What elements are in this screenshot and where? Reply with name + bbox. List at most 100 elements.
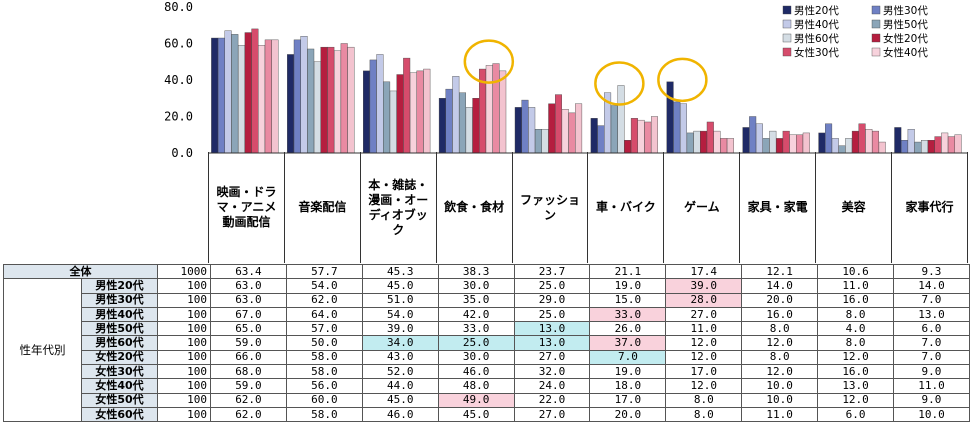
legend-swatch bbox=[871, 5, 881, 15]
table-cell: 30.0 bbox=[437, 278, 515, 294]
y-tick-label: 0.0 bbox=[171, 146, 193, 160]
bar bbox=[409, 72, 417, 154]
table-cell: 12.0 bbox=[665, 378, 743, 394]
bar bbox=[802, 132, 810, 154]
bar bbox=[858, 123, 866, 154]
sample-size: 100 bbox=[157, 378, 211, 394]
bar bbox=[637, 119, 645, 154]
bar bbox=[383, 81, 391, 154]
table-cell: 67.0 bbox=[210, 306, 287, 323]
table-cell: 63.0 bbox=[210, 278, 287, 294]
bar bbox=[403, 57, 411, 154]
bar bbox=[485, 65, 493, 154]
bar bbox=[947, 136, 955, 154]
bar bbox=[680, 103, 688, 154]
table-cell: 10.0 bbox=[741, 392, 819, 408]
table-cell: 54.0 bbox=[285, 278, 363, 294]
table-row: 男性50代 100 65.0 57.0 39.0 33.0 13.0 26.0 11.0 8.0 4… bbox=[4, 321, 970, 337]
table-cell: 45.0 bbox=[361, 278, 439, 294]
table-row: 女性20代 100 66.0 58.0 43.0 30.0 27.0 7.0 12.0 8.0 12… bbox=[4, 349, 970, 366]
bar bbox=[934, 136, 942, 154]
legend-label: 女性20代 bbox=[883, 32, 928, 45]
bar bbox=[445, 88, 453, 154]
bar bbox=[548, 103, 556, 154]
bar bbox=[568, 112, 576, 154]
table-cell: 12.0 bbox=[741, 364, 819, 380]
table-cell: 64.0 bbox=[285, 306, 363, 323]
row-label: 男性20代 bbox=[81, 278, 158, 294]
legend-label: 女性40代 bbox=[883, 46, 928, 59]
bar bbox=[706, 121, 714, 154]
table-cell: 16.0 bbox=[741, 306, 819, 323]
table-cell: 42.0 bbox=[437, 306, 515, 323]
bar bbox=[534, 129, 542, 154]
bar bbox=[755, 123, 763, 154]
category-label: 映画・ドラ マ・アニメ 動画配信 bbox=[209, 152, 285, 263]
bar bbox=[742, 127, 750, 154]
category-label-row: 映画・ドラ マ・アニメ 動画配信 音楽配信 本・雑誌・ 漫画・オー ディオブック飲食・食材フ… bbox=[208, 152, 968, 263]
category-label: 飲食・食材 bbox=[437, 152, 513, 263]
table-cell: 10.0 bbox=[741, 378, 819, 394]
bar bbox=[845, 138, 853, 154]
table-cell: 54.0 bbox=[361, 306, 439, 323]
legend-label: 男性50代 bbox=[883, 18, 928, 31]
legend-swatch bbox=[871, 19, 881, 29]
bar bbox=[369, 59, 377, 154]
bar bbox=[713, 130, 721, 154]
table-cell: 32.0 bbox=[513, 364, 591, 380]
group-label: 性年代別 bbox=[3, 278, 82, 423]
table-cell: 57.7 bbox=[285, 263, 363, 280]
table-cell: 25.0 bbox=[513, 278, 591, 294]
legend-swatch bbox=[782, 5, 792, 15]
sample-size: 100 bbox=[157, 406, 211, 423]
bar bbox=[686, 132, 694, 154]
bar bbox=[514, 107, 522, 154]
sample-size: 100 bbox=[157, 392, 211, 408]
legend-swatch bbox=[782, 47, 792, 57]
table-row: 女性50代 100 62.0 60.0 45.0 49.0 22.0 17.0 8.0 10.0 1… bbox=[4, 392, 970, 408]
table-cell: 63.4 bbox=[210, 263, 287, 280]
table-cell: 46.0 bbox=[361, 406, 439, 423]
table-cell: 15.0 bbox=[589, 292, 667, 308]
bar bbox=[644, 121, 652, 154]
table-cell: 58.0 bbox=[285, 406, 363, 423]
table-row: 女性40代 100 59.0 56.0 44.0 48.0 24.0 18.0 12.0 10.0… bbox=[4, 378, 970, 394]
table-cell: 18.0 bbox=[589, 378, 667, 394]
table-cell: 17.0 bbox=[589, 392, 667, 408]
bar bbox=[630, 118, 638, 154]
bar bbox=[459, 92, 467, 154]
bar bbox=[831, 138, 839, 154]
bar bbox=[865, 129, 873, 154]
table-cell: 58.0 bbox=[285, 364, 363, 380]
table-cell: 63.0 bbox=[210, 292, 287, 308]
category-label: 家具・家電 bbox=[740, 152, 817, 263]
category-label: 美容 bbox=[816, 152, 893, 263]
bar bbox=[782, 130, 790, 154]
table-cell: 37.0 bbox=[589, 335, 667, 351]
data-table: 全体 1000 63.4 57.7 45.3 38.3 23.7 21.1 17.4 12.1 10… bbox=[3, 263, 970, 423]
table-cell: 14.0 bbox=[893, 278, 970, 294]
table-cell: 45.3 bbox=[361, 263, 439, 280]
category-label: 家事代行 bbox=[892, 152, 968, 263]
table-cell: 7.0 bbox=[893, 335, 970, 351]
table-cell: 11.0 bbox=[741, 406, 819, 423]
legend-swatch bbox=[782, 33, 792, 43]
y-tick-label: 40.0 bbox=[164, 73, 193, 87]
bar bbox=[673, 101, 681, 154]
sample-size: 100 bbox=[157, 335, 211, 351]
table-row: 性年代別 男性20代 100 63.0 54.0 45.0 30.0 25.0 19.0 39.0… bbox=[3, 278, 970, 423]
row-label: 男性40代 bbox=[81, 306, 158, 323]
category-label: ゲーム bbox=[664, 152, 741, 263]
table-cell: 20.0 bbox=[589, 406, 667, 423]
table-cell: 13.0 bbox=[513, 321, 591, 337]
table-cell: 59.0 bbox=[210, 378, 287, 394]
bar bbox=[396, 74, 404, 154]
table-cell: 51.0 bbox=[361, 292, 439, 308]
table-cell: 33.0 bbox=[437, 321, 515, 337]
legend-label: 男性40代 bbox=[794, 18, 839, 31]
table-cell: 27.0 bbox=[513, 349, 591, 366]
table-cell: 12.1 bbox=[741, 263, 819, 280]
bar bbox=[789, 134, 797, 154]
row-label: 女性20代 bbox=[81, 349, 158, 366]
row-label: 女性40代 bbox=[81, 378, 158, 394]
